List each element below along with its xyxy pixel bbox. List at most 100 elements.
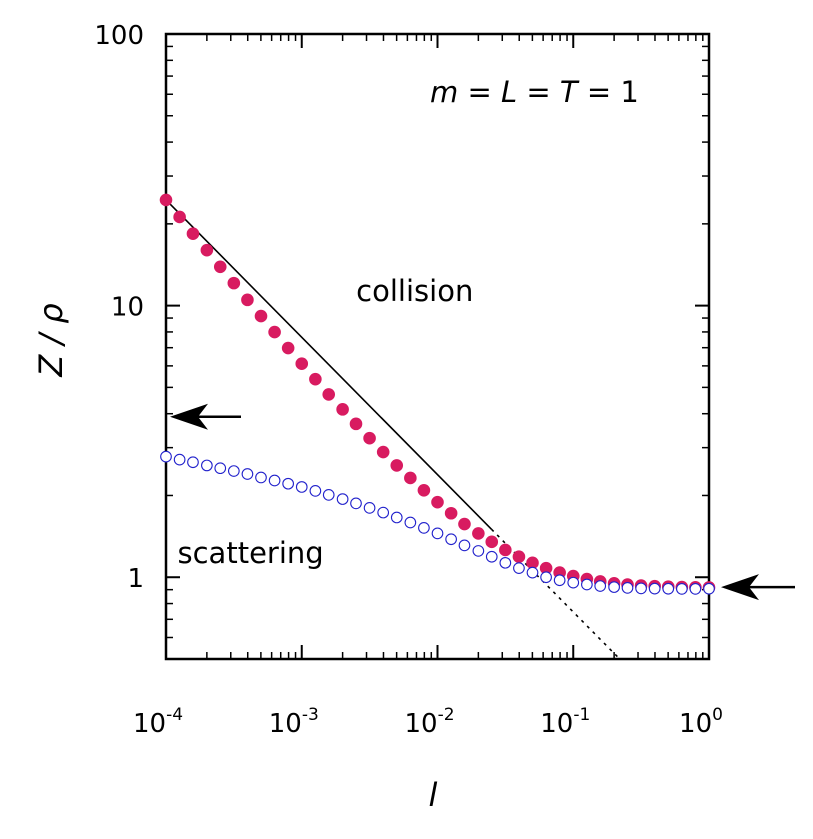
axis-ticks xyxy=(165,33,710,660)
collision-point xyxy=(458,517,471,531)
scattering-point xyxy=(227,465,240,477)
param-eq-2: = xyxy=(517,75,560,109)
collision-point xyxy=(417,483,431,497)
scattering-point xyxy=(621,581,634,594)
scattering-point xyxy=(201,459,213,472)
fit-line-solid xyxy=(165,199,493,530)
collision-point xyxy=(404,471,417,485)
x-tick-exponent: -3 xyxy=(302,705,319,725)
left-arrow xyxy=(170,403,241,430)
x-tick-label: 10-1 xyxy=(540,705,590,739)
annotations: collision scattering xyxy=(170,274,795,601)
collision-point xyxy=(186,227,200,240)
x-tick-exponent: -1 xyxy=(573,705,590,725)
scattering-point xyxy=(689,583,702,595)
collision-point xyxy=(363,431,376,445)
scattering-point xyxy=(390,511,403,524)
scattering-point xyxy=(418,521,430,534)
collision-point xyxy=(431,495,444,509)
scattering-point xyxy=(567,576,580,589)
x-tick-label: 10-2 xyxy=(404,705,454,739)
x-tick-exponent: -2 xyxy=(438,705,455,725)
scattering-point xyxy=(648,582,661,595)
y-tick-label: 10 xyxy=(111,293,144,323)
param-L: L xyxy=(501,75,517,109)
scattering-point xyxy=(268,474,281,487)
annotation-scattering: scattering xyxy=(178,536,324,570)
scattering-point xyxy=(703,582,715,595)
scattering-point xyxy=(540,571,552,584)
right-arrow-head xyxy=(721,574,759,601)
y-tick-label: 100 xyxy=(94,21,144,51)
collision-point xyxy=(444,506,458,520)
x-tick-label: 10-3 xyxy=(269,705,319,739)
scattering-point xyxy=(553,574,566,587)
param-eq-3: = xyxy=(578,75,621,109)
collision-point xyxy=(213,260,227,274)
scattering-point xyxy=(635,582,647,595)
parameter-label: m = L = T = 1 xyxy=(430,75,639,109)
scattering-point xyxy=(662,582,675,595)
collision-point xyxy=(390,459,404,472)
collision-point xyxy=(472,527,485,540)
scattering-point xyxy=(187,456,199,469)
scattering-point xyxy=(581,578,593,591)
collision-point xyxy=(336,403,349,416)
scattering-point xyxy=(526,566,539,579)
x-tick-label: 10-4 xyxy=(133,705,183,739)
y-tick-label: 1 xyxy=(127,564,144,594)
collision-point xyxy=(322,388,336,401)
scattering-point xyxy=(322,489,335,501)
scattering-point xyxy=(282,477,295,490)
scattering-point xyxy=(295,481,308,493)
scattering-point xyxy=(676,583,688,595)
scattering-point xyxy=(472,545,485,557)
scattering-point xyxy=(404,516,417,529)
x-tick-base: 10 xyxy=(679,709,712,739)
x-tick-exponent: 0 xyxy=(712,705,723,725)
collision-point xyxy=(349,417,363,431)
scattering-point xyxy=(445,533,457,546)
x-axis-title: l xyxy=(429,776,438,814)
param-value: 1 xyxy=(620,75,638,109)
collision-point xyxy=(268,325,281,339)
collision-point xyxy=(281,341,295,355)
scattering-point xyxy=(363,502,376,514)
x-tick-base: 10 xyxy=(269,709,302,739)
right-arrow xyxy=(721,574,795,601)
collision-point xyxy=(499,543,512,557)
scattering-point xyxy=(336,493,349,505)
scattering-point xyxy=(485,550,498,563)
y-axis-title: Z / ρ xyxy=(32,303,70,377)
x-tick-base: 10 xyxy=(404,709,437,739)
annotation-collision: collision xyxy=(356,274,473,308)
scattering-point xyxy=(377,506,390,519)
scattering-point xyxy=(499,556,512,569)
collision-point xyxy=(200,243,214,257)
scattering-point xyxy=(458,539,471,552)
param-eq-1: = xyxy=(458,75,501,109)
series-scattering xyxy=(160,450,715,595)
x-tick-base: 10 xyxy=(133,709,166,739)
scattering-point xyxy=(513,562,525,575)
scattering-point xyxy=(594,580,607,592)
x-tick-exponent: -4 xyxy=(166,705,183,725)
collision-point xyxy=(227,276,241,290)
scattering-point xyxy=(350,497,362,510)
collision-point xyxy=(254,309,268,323)
x-tick-label: 100 xyxy=(679,705,723,739)
scattering-point xyxy=(160,450,172,463)
scattering-point xyxy=(309,484,322,497)
collision-point xyxy=(295,357,309,371)
x-tick-base: 10 xyxy=(540,709,573,739)
series-layer xyxy=(159,193,716,660)
scattering-point xyxy=(255,471,267,484)
collision-point xyxy=(173,210,186,224)
collision-point xyxy=(241,293,254,307)
scattering-point xyxy=(241,468,254,480)
left-arrow-head xyxy=(170,403,208,430)
collision-point xyxy=(512,550,526,564)
collision-point xyxy=(485,535,499,549)
